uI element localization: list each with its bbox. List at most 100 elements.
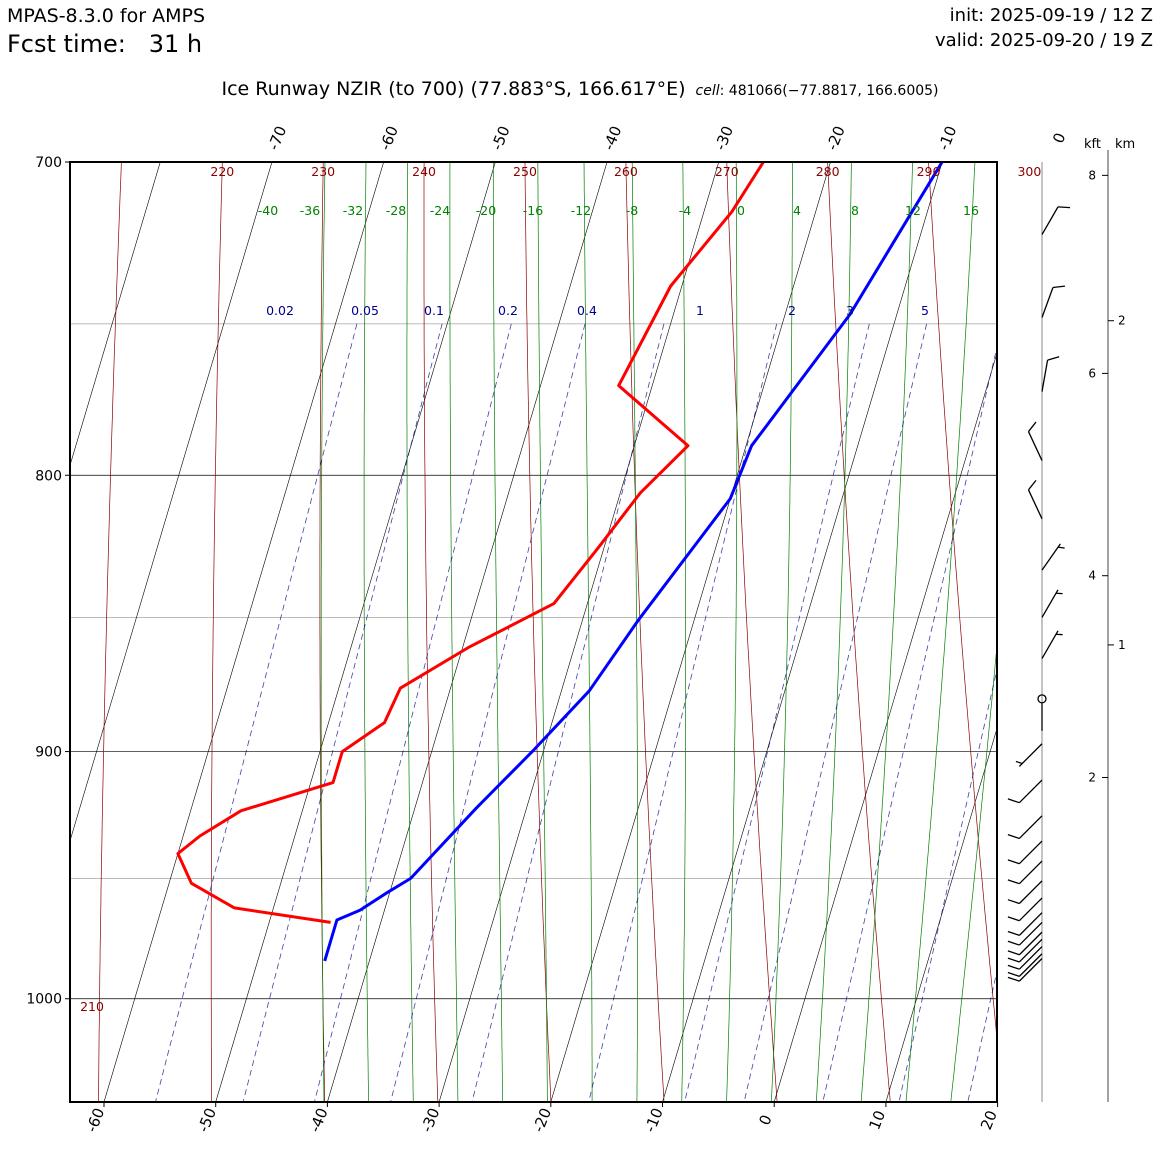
mixing-ratio-label: 0.2	[498, 303, 518, 318]
moist-adiabat-label: -36	[300, 203, 320, 218]
moist-adiabat-line	[363, 162, 369, 1102]
moist-adiabat-label: -28	[386, 203, 406, 218]
moist-adiabat-line	[631, 162, 639, 1102]
plot-frame	[69, 161, 998, 1103]
model-name: MPAS-8.3.0 for AMPS	[7, 5, 206, 27]
moist-adiabat-label: 8	[851, 203, 859, 218]
x-tick-label: 20	[977, 1108, 1001, 1132]
wind-barb	[1007, 779, 1043, 804]
wind-barb	[1007, 840, 1043, 865]
kft-tick-label: 2	[1088, 770, 1096, 784]
isotherm-line	[550, 162, 831, 1102]
barb-staff	[1018, 815, 1043, 839]
x-tick-label: -20	[529, 1105, 555, 1134]
km-tick-label: 1	[1118, 638, 1126, 652]
dry-adiabat-label: 220	[210, 164, 234, 179]
dewpoint-trace	[323, 162, 944, 962]
wind-barb	[1007, 931, 1043, 956]
barb-staff	[1018, 880, 1043, 904]
mixing-ratio-label: 3	[846, 303, 854, 318]
barb-feather	[1007, 957, 1020, 963]
cell-value: : 481066(−77.8817, 166.6005)	[719, 83, 939, 99]
barb-feather	[1007, 834, 1020, 840]
isotherm-line	[998, 162, 1160, 1102]
barb-staff	[1018, 897, 1043, 922]
mixing-ratio-label: 1	[696, 303, 704, 318]
dry-adiabat-line	[928, 162, 997, 1042]
mixing-ratio-line	[967, 969, 997, 1102]
y-tick-label: 900	[35, 745, 62, 761]
barb-feather	[1007, 971, 1020, 977]
x-tick-label: -30	[418, 1105, 444, 1134]
wind-barb	[1041, 543, 1065, 571]
moist-adiabat-label: 4	[793, 203, 801, 218]
barb-staff	[1027, 431, 1043, 461]
plot-area	[0, 162, 1160, 1113]
wind-barb	[1041, 630, 1063, 659]
wind-barb	[1007, 912, 1043, 936]
barb-feather	[1007, 964, 1020, 970]
dry-adiabat-label: 230	[311, 164, 335, 179]
barb-staff	[1018, 938, 1043, 963]
dry-adiabat-label: 240	[412, 164, 436, 179]
mixing-ratio-line	[684, 323, 870, 1102]
moist-adiabat-label: -20	[476, 203, 496, 218]
wind-barb	[1007, 921, 1043, 946]
barb-feather	[1057, 546, 1065, 549]
moist-adiabat-line	[583, 162, 593, 1102]
barb-staff	[1041, 543, 1061, 571]
x-top-tick-label: -20	[823, 123, 849, 152]
moist-adiabat-label: -4	[679, 203, 692, 218]
moist-adiabat-line	[771, 162, 793, 1102]
mixing-ratio-label: 0.02	[266, 303, 294, 318]
km-tick-label: 2	[1118, 314, 1126, 328]
dry-adiabat-label: 260	[614, 164, 638, 179]
mixing-ratio-line	[390, 323, 586, 1102]
dry-adiabat-label: 300	[1017, 164, 1041, 179]
forecast-time-label: Fcst time:	[7, 30, 126, 58]
wind-barb	[1007, 897, 1043, 922]
dry-adiabat-line	[625, 162, 665, 1102]
kft-tick-label: 8	[1088, 168, 1096, 182]
barb-feather	[1007, 899, 1020, 905]
isotherm-line	[0, 162, 49, 1102]
barb-staff	[1018, 840, 1043, 865]
barb-feather	[1007, 916, 1020, 922]
chart-title: Ice Runway NZIR (to 700) (77.883°S, 166.…	[0, 78, 1160, 100]
barb-staff	[1018, 958, 1043, 982]
barb-staff	[1041, 287, 1054, 318]
moist-adiabat-label: -32	[343, 203, 363, 218]
moist-adiabat-label: 0	[737, 203, 745, 218]
barb-feather	[1015, 760, 1023, 765]
barb-feather	[1052, 285, 1066, 289]
wind-barb	[1041, 589, 1063, 618]
x-tick-label: -10	[641, 1105, 667, 1134]
mixing-ratio-line	[898, 667, 997, 1102]
isotherm-line	[70, 162, 273, 842]
dry-adiabat-line	[524, 162, 552, 1102]
mixing-ratio-line	[471, 323, 665, 1102]
moist-adiabat-label: -12	[571, 203, 591, 218]
barb-staff	[1027, 489, 1043, 520]
mixing-ratio-line	[1016, 324, 1160, 1113]
mixing-ratio-line	[743, 323, 927, 1102]
kft-tick-label: 4	[1088, 569, 1096, 583]
mixing-ratio-line	[588, 323, 778, 1102]
barb-staff	[1018, 946, 1043, 970]
mixing-ratio-line	[242, 323, 443, 1102]
forecast-time: Fcst time: 31 h	[7, 30, 202, 58]
wind-barb	[1007, 958, 1043, 982]
barb-feather	[1027, 421, 1037, 432]
barb-staff	[1041, 206, 1059, 235]
dry-adiabat-line	[726, 162, 778, 1102]
dry-adiabat-label: 270	[715, 164, 739, 179]
mixing-ratio-line	[822, 345, 997, 1102]
mixing-ratio-label: 0.4	[577, 303, 597, 318]
barb-feather	[1007, 976, 1020, 982]
isotherm-line	[885, 727, 997, 1102]
barb-staff	[1041, 360, 1049, 392]
wind-barb	[1037, 694, 1047, 731]
moist-adiabat-line	[537, 162, 548, 1102]
mixing-ratio-label: 0.05	[351, 303, 379, 318]
